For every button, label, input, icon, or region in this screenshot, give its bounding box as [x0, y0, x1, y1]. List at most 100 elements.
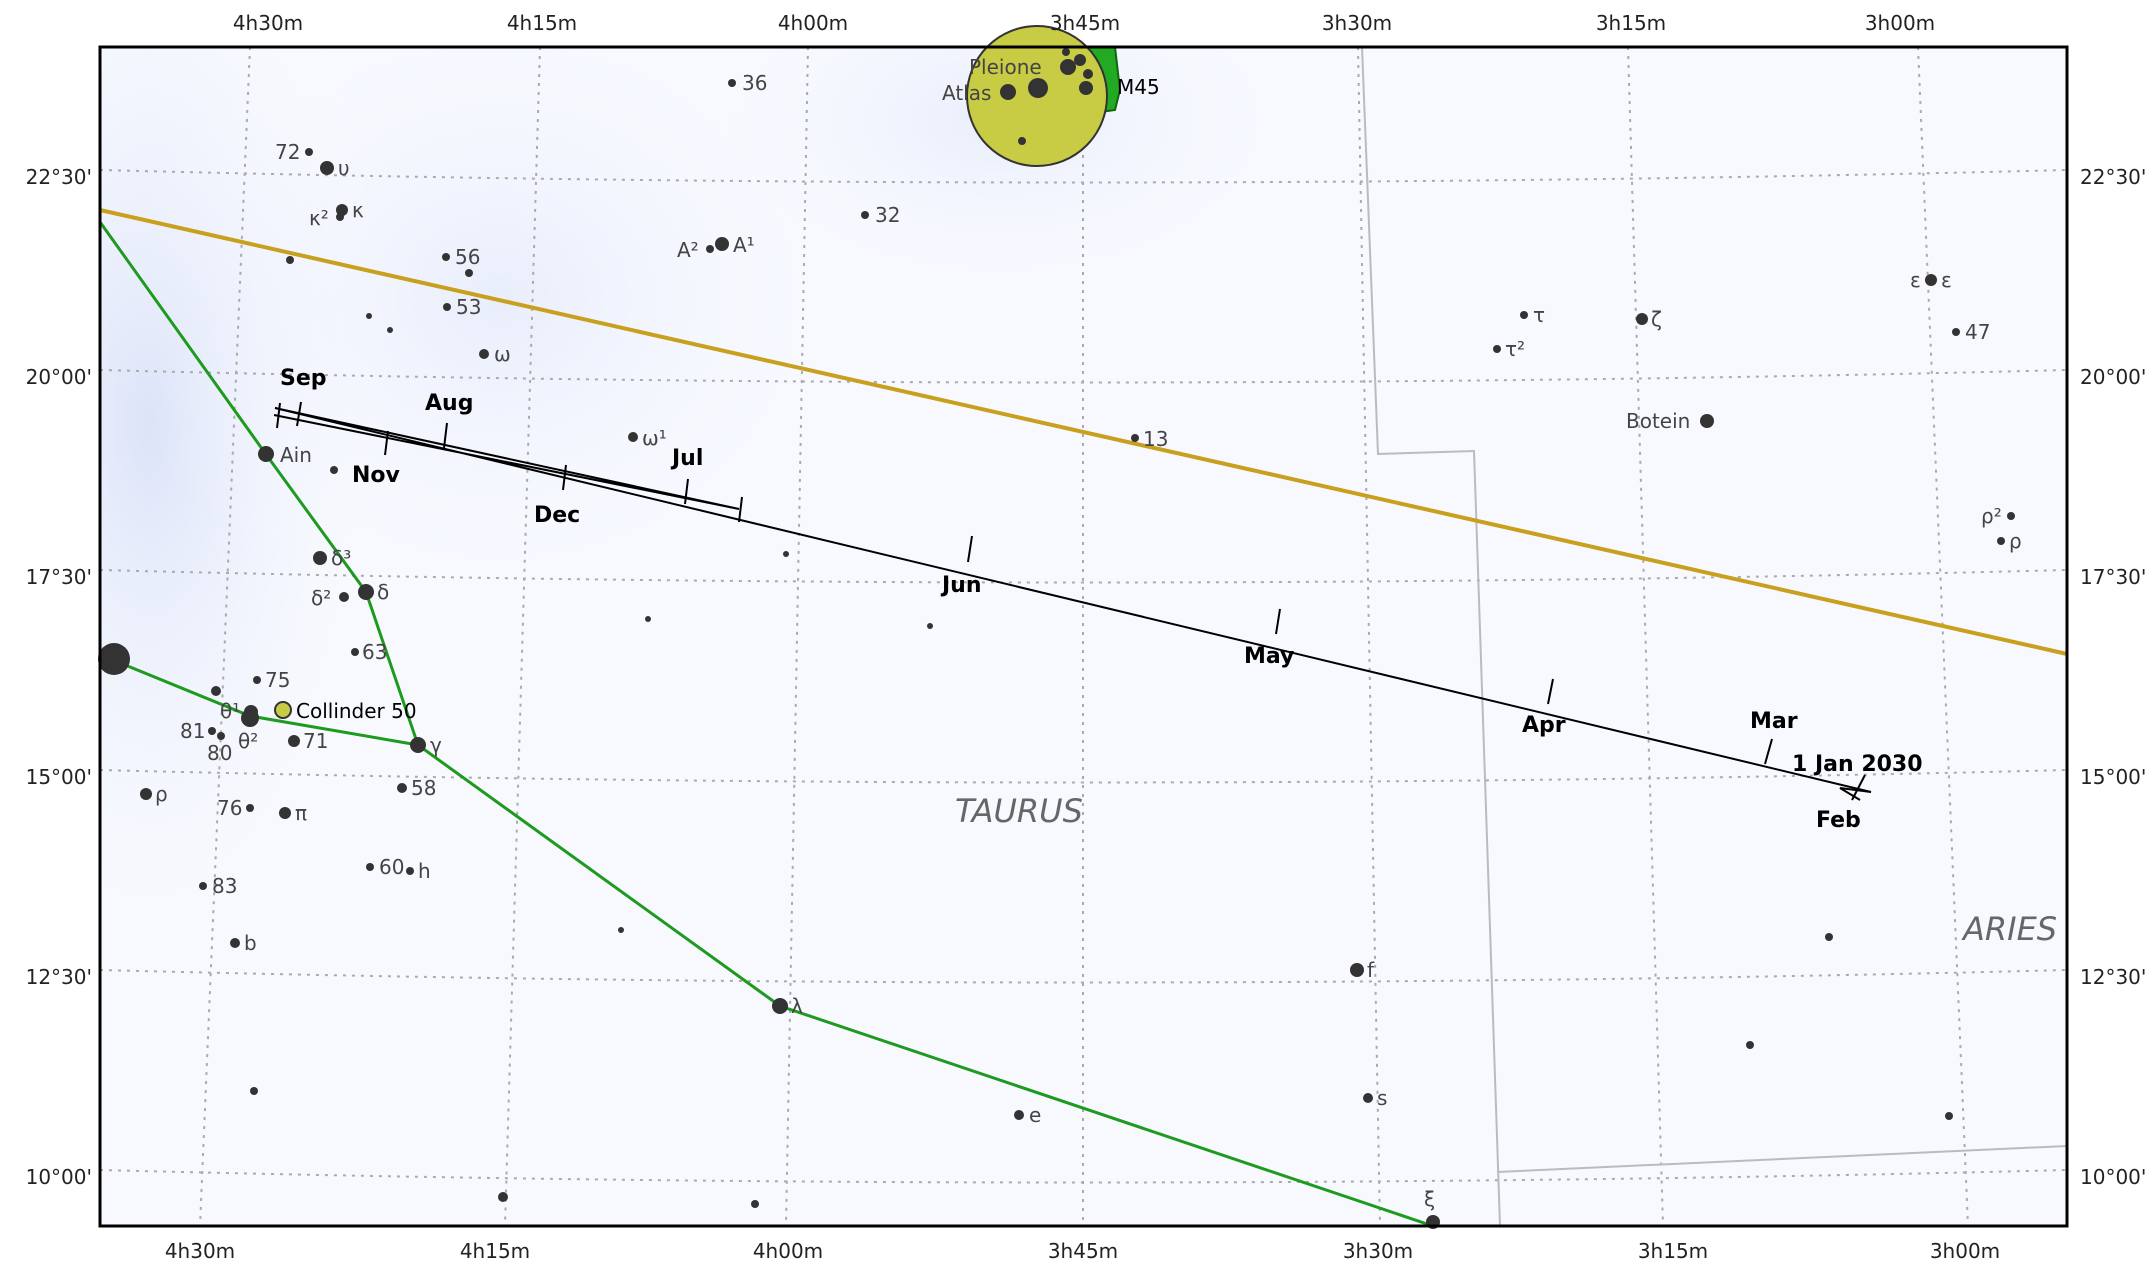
star	[406, 867, 414, 875]
star	[2007, 512, 2015, 520]
star	[927, 623, 933, 629]
right-dec-label: 10°00'	[2080, 1165, 2146, 1189]
star	[366, 863, 374, 871]
star	[1520, 311, 1528, 319]
star	[199, 882, 207, 890]
star-label-ain: Ain	[280, 443, 312, 467]
star	[706, 245, 714, 253]
star	[211, 686, 221, 696]
bottom-ra-label: 3h15m	[1638, 1239, 1708, 1263]
star	[1700, 414, 1714, 428]
top-ra-label: 3h15m	[1596, 11, 1666, 35]
object-path	[273, 401, 1872, 801]
left-dec-label: 10°00'	[26, 1165, 92, 1189]
star-label-botein: Botein	[1626, 409, 1690, 433]
constellation-label-aries: ARIES	[1961, 910, 2057, 948]
month-label-jun: Jun	[940, 573, 982, 598]
star-label-tau2: τ²	[1505, 337, 1525, 361]
bottom-ra-label: 3h45m	[1048, 1239, 1118, 1263]
star	[1952, 328, 1960, 336]
star-label-delta: δ	[377, 580, 389, 604]
star	[397, 783, 407, 793]
month-label-apr: Apr	[1522, 713, 1566, 738]
collinder-50-label: Collinder 50	[296, 699, 417, 723]
star	[286, 256, 294, 264]
star	[258, 446, 274, 462]
star	[217, 732, 225, 740]
star-label-f: f	[1367, 958, 1375, 982]
star-label-omega: ω	[494, 342, 511, 366]
top-ra-axis: 4h30m 4h15m 4h00m 3h45m 3h30m 3h15m 3h00…	[233, 11, 1935, 35]
star-label-80: 80	[207, 741, 232, 765]
bottom-ra-label: 3h00m	[1930, 1239, 2000, 1263]
month-label-aug: Aug	[425, 391, 473, 416]
star-label-60: 60	[379, 855, 404, 879]
star	[208, 727, 216, 735]
month-label-mar: Mar	[1750, 709, 1798, 734]
star-label-pi: π	[295, 801, 307, 825]
star-label-kappa: κ	[352, 198, 364, 222]
star-label-b: b	[244, 931, 257, 955]
top-ra-label: 3h45m	[1050, 11, 1120, 35]
star	[1636, 313, 1648, 325]
star	[618, 927, 624, 933]
star	[861, 211, 869, 219]
star-label-47: 47	[1965, 320, 1990, 344]
star-label-kappa2: κ²	[309, 206, 329, 230]
star	[1746, 1041, 1754, 1049]
month-label-sep: Sep	[280, 366, 327, 391]
collinder-50-marker	[274, 701, 292, 719]
star-label-h: h	[418, 859, 431, 883]
star	[1925, 274, 1937, 286]
constellation-label-taurus: TAURUS	[955, 792, 1083, 830]
top-ra-label: 4h30m	[233, 11, 303, 35]
pleione-label: Pleione	[969, 55, 1042, 79]
star	[336, 213, 344, 221]
star-label-theta1: θ¹	[220, 699, 240, 723]
star-label-53: 53	[456, 295, 481, 319]
star-label-36: 36	[742, 71, 767, 95]
star-label-rho-left: ρ	[155, 782, 168, 806]
star	[320, 161, 334, 175]
star	[305, 148, 313, 156]
star	[1363, 1093, 1373, 1103]
left-dec-axis: 22°30' 20°00' 17°30' 15°00' 12°30' 10°00…	[26, 165, 92, 1189]
star	[1997, 537, 2005, 545]
top-ra-label: 4h00m	[778, 11, 848, 35]
left-dec-label: 22°30'	[26, 165, 92, 189]
star-label-A2: A²	[677, 238, 699, 262]
star-label-epsilon-a: ε	[1910, 268, 1921, 292]
star	[1350, 963, 1364, 977]
star-label-zeta: ζ	[1651, 307, 1662, 331]
bottom-ra-label: 4h00m	[753, 1239, 823, 1263]
star-label-s: s	[1377, 1086, 1387, 1110]
star	[313, 551, 327, 565]
star-label-32: 32	[875, 203, 900, 227]
right-dec-label: 17°30'	[2080, 565, 2146, 589]
left-dec-label: 12°30'	[26, 965, 92, 989]
star-label-theta2: θ²	[238, 729, 258, 753]
star	[230, 938, 240, 948]
star-label-56: 56	[455, 245, 480, 269]
star	[443, 303, 451, 311]
left-dec-label: 15°00'	[26, 765, 92, 789]
atlas-label: Atlas	[942, 81, 991, 105]
star	[728, 79, 736, 87]
star-label-upsilon: υ	[338, 156, 350, 180]
star-label-83: 83	[212, 874, 237, 898]
star-label-A1: A¹	[733, 233, 755, 257]
star-label-gamma: γ	[430, 733, 442, 757]
star	[358, 584, 374, 600]
star	[387, 327, 393, 333]
month-label-feb: Feb	[1816, 808, 1861, 833]
star	[1131, 434, 1139, 442]
pleiades-cluster	[966, 25, 1122, 167]
star	[645, 616, 651, 622]
star	[279, 807, 291, 819]
right-dec-label: 12°30'	[2080, 965, 2146, 989]
month-labels: 1 Jan 2030 Feb Mar Apr May Jun Jul Aug S…	[280, 366, 1923, 833]
star	[253, 676, 261, 684]
star-label-76: 76	[217, 796, 242, 820]
coordinate-grid	[100, 47, 2067, 1226]
star	[250, 1087, 258, 1095]
